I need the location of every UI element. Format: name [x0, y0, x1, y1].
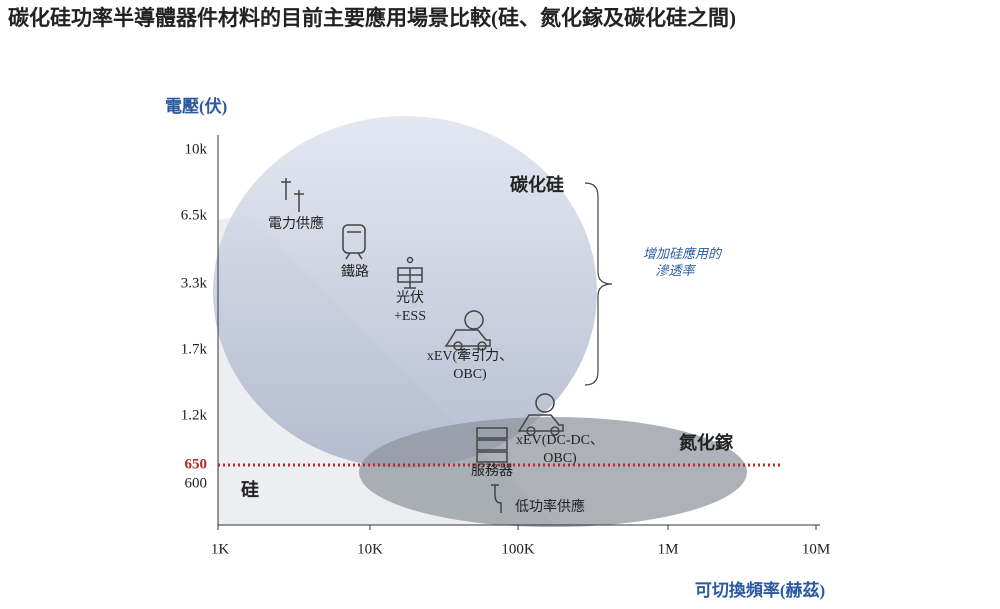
x-tick-label: 10K: [357, 541, 383, 557]
gan-label: 氮化鎵: [679, 432, 734, 453]
application-label: 電力供應: [268, 215, 324, 232]
bracket: [584, 182, 613, 386]
y-tick-label: 650: [185, 456, 208, 472]
application-label: +ESS: [394, 309, 426, 324]
title: 碳化硅功率半導體器件材料的目前主要應用場景比較(硅、氮化鎵及碳化硅之間): [8, 6, 736, 30]
application-label: 服務器: [471, 463, 513, 479]
x-tick-label: 10M: [802, 541, 830, 557]
gan-region: [359, 417, 747, 527]
application-label: 光伏: [396, 290, 424, 306]
annotation: 增加硅應用的: [643, 246, 723, 261]
application-label: OBC): [453, 367, 487, 382]
icons: [281, 178, 564, 513]
y-tick-label: 1.2k: [181, 407, 208, 423]
application-label: 低功率供應: [515, 498, 585, 515]
x-tick-label: 1K: [211, 541, 230, 557]
si-label: 硅: [241, 479, 259, 500]
x-tick-label: 100K: [501, 541, 535, 557]
y-axis-label: 電壓(伏): [165, 96, 227, 116]
sic-label: 碳化硅: [510, 174, 564, 195]
sic-region: [213, 116, 597, 468]
application-label: 鐵路: [341, 263, 369, 280]
y-tick-label: 10k: [185, 141, 208, 157]
y-tick-label: 3.3k: [181, 275, 208, 291]
application-label: OBC): [543, 451, 577, 466]
x-tick-label: 1M: [658, 541, 679, 557]
annotation: 滲透率: [655, 263, 696, 278]
x-axis-label: 可切換頻率(赫茲): [695, 580, 825, 600]
y-tick-label: 600: [185, 475, 208, 491]
y-tick-label: 6.5k: [181, 207, 208, 223]
y-tick-label: 1.7k: [181, 341, 208, 357]
application-label: xEV(牽引力、: [427, 347, 513, 364]
application-label: xEV(DC-DC、: [516, 433, 604, 448]
